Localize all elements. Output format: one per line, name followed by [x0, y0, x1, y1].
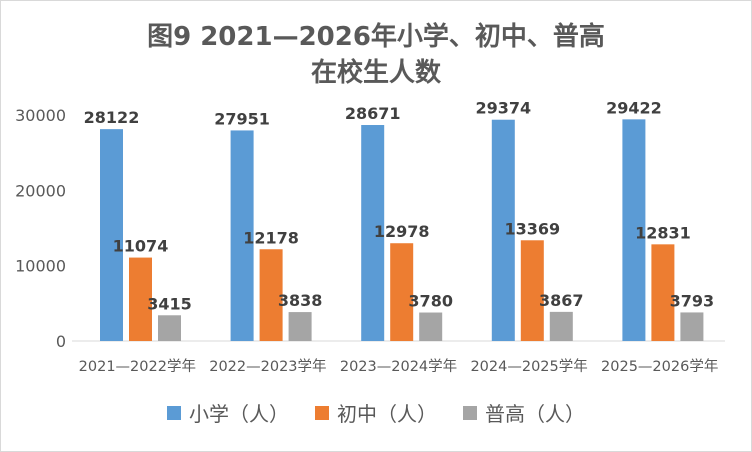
bar [288, 312, 312, 341]
bar [549, 311, 573, 341]
data-label: 3867 [539, 291, 584, 310]
y-tick-label: 20000 [15, 181, 66, 200]
legend-item-senior: 普高（人） [463, 398, 585, 427]
legend: 小学（人） 初中（人） 普高（人） [0, 398, 752, 427]
x-tick-label: 2022—2023学年 [209, 358, 326, 375]
bar [390, 243, 414, 341]
y-tick-label: 10000 [15, 257, 66, 276]
bar [491, 119, 515, 341]
legend-item-junior: 初中（人） [315, 398, 437, 427]
legend-label-junior: 初中（人） [337, 402, 437, 426]
data-label: 3838 [278, 291, 323, 310]
data-label: 11074 [113, 237, 169, 256]
chart-title-line1: 图9 2021—2026年小学、初中、普高 [147, 22, 605, 52]
data-label: 3415 [147, 294, 192, 313]
bar [100, 129, 123, 341]
data-label: 27951 [214, 109, 270, 128]
data-label: 28671 [345, 104, 401, 123]
legend-swatch-senior [463, 405, 477, 420]
bar [230, 130, 254, 341]
data-label: 29374 [475, 99, 531, 118]
y-tick-label: 0 [56, 332, 66, 351]
bar [680, 312, 704, 341]
bar [651, 244, 675, 341]
legend-swatch-primary [167, 405, 181, 420]
y-tick-label: 30000 [15, 106, 66, 125]
bar [129, 257, 152, 341]
x-tick-label: 2023—2024学年 [340, 358, 457, 375]
data-label: 29422 [606, 98, 662, 117]
legend-label-senior: 普高（人） [485, 402, 585, 426]
legend-swatch-junior [315, 405, 329, 420]
bar [622, 119, 646, 341]
bar [259, 249, 283, 341]
bar [158, 315, 181, 341]
bar [520, 240, 544, 341]
x-tick-label: 2025—2026学年 [601, 358, 718, 375]
bar [361, 125, 385, 341]
data-label: 3793 [670, 291, 715, 310]
chart-title-line2: 在校生人数 [310, 58, 441, 88]
bar [419, 312, 443, 341]
x-tick-label: 2021—2022学年 [79, 358, 196, 375]
legend-item-primary: 小学（人） [167, 398, 289, 427]
data-label: 12178 [243, 228, 299, 247]
legend-label-primary: 小学（人） [189, 402, 289, 426]
x-tick-label: 2024—2025学年 [470, 358, 587, 375]
data-label: 12831 [635, 223, 691, 242]
data-label: 13369 [504, 219, 560, 238]
data-label: 3780 [408, 292, 453, 311]
data-label: 28122 [84, 108, 140, 127]
data-label: 12978 [374, 222, 430, 241]
